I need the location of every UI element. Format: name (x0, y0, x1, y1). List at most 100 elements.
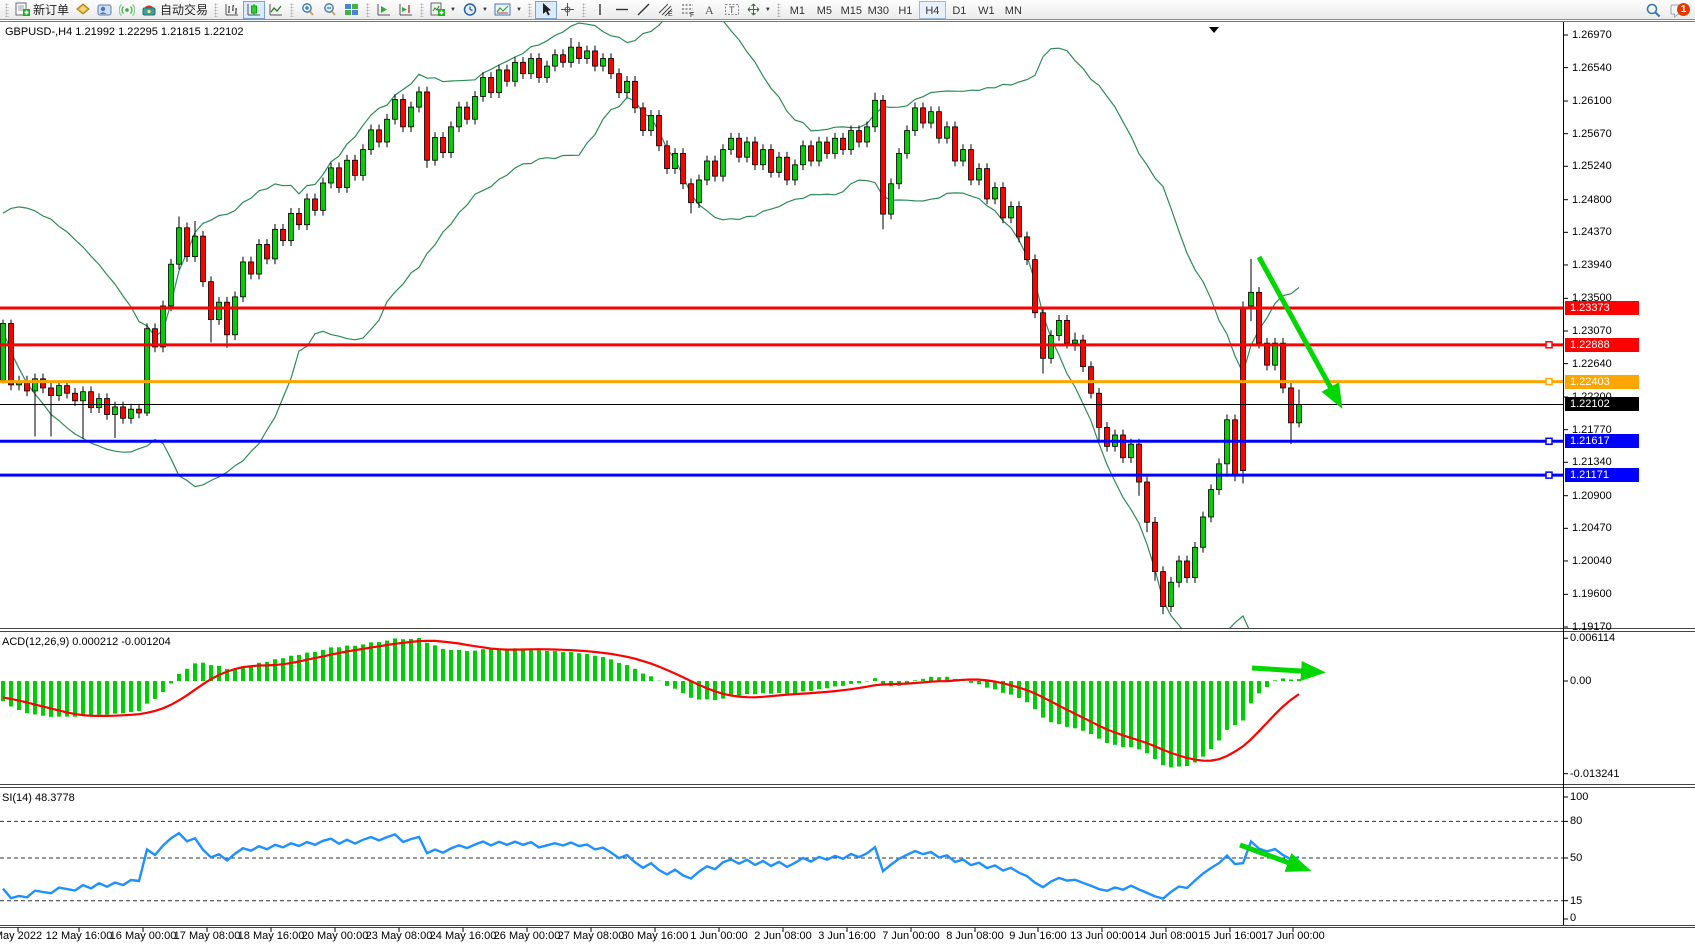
rsi-axis-label: 80 (1570, 815, 1583, 828)
line-chart-icon (268, 2, 284, 17)
toolbar-drag-handle[interactable] (776, 2, 781, 17)
notification-badge: 1 (1677, 2, 1690, 16)
market-watch-button[interactable] (94, 1, 116, 19)
templates-button[interactable]: ▼ (491, 1, 525, 19)
text-button[interactable]: A (699, 1, 721, 19)
notifications-button[interactable]: 1 (1665, 1, 1693, 19)
rsi-line (2, 831, 1300, 900)
price-axis-label: 1.23070 (1572, 324, 1612, 337)
pane-separator-macd[interactable] (0, 628, 1695, 633)
clock-icon (462, 2, 478, 17)
data-window-button[interactable] (72, 1, 94, 19)
dropdown-caret-icon: ▼ (764, 6, 771, 13)
trendline-icon (636, 2, 651, 17)
time-axis-label: 20 May 00:00 (301, 930, 369, 942)
timeframe-button-h4[interactable]: H4 (918, 0, 946, 19)
svg-text:F: F (690, 12, 694, 17)
zoom-out-button[interactable] (319, 1, 341, 19)
timeframe-button-m15[interactable]: M15 (840, 4, 863, 17)
timeframe-button-w1[interactable]: W1 (978, 4, 995, 17)
tile-windows-icon (344, 2, 360, 17)
text-label-button[interactable]: T (721, 1, 743, 19)
rsi-axis-label: 50 (1570, 852, 1583, 864)
hline-anchor[interactable] (1545, 437, 1553, 446)
search-button[interactable] (1642, 1, 1665, 19)
time-axis-label: May 2022 (0, 930, 43, 942)
toolbar-drag-handle[interactable] (290, 2, 295, 17)
time-axis-label: 17 May 08:00 (173, 930, 241, 942)
trend-arrow-object-macd[interactable] (1251, 661, 1326, 681)
horizontal-line-button[interactable] (611, 1, 633, 19)
periods-button[interactable]: ▼ (459, 1, 491, 19)
timeframe-button-mn[interactable]: MN (1004, 4, 1022, 17)
chart-shift-button[interactable] (373, 1, 395, 19)
toolbar-drag-handle[interactable] (420, 2, 425, 17)
cursor-button[interactable] (534, 0, 557, 19)
time-axis-label: 7 Jun 00:00 (882, 930, 940, 942)
timeframe-button-h1[interactable]: H1 (898, 4, 913, 17)
toolbar-group-zoom (287, 0, 363, 20)
price-axis-label: 1.21770 (1572, 423, 1612, 436)
main-price-pane[interactable] (0, 5, 1563, 650)
hline-anchor[interactable] (1545, 377, 1553, 386)
time-axis-label: 23 May 08:00 (365, 930, 433, 942)
price-axis-label: 1.23940 (1572, 258, 1612, 271)
equidistant-channel-button[interactable]: E (655, 1, 677, 19)
timeframe-button-m30[interactable]: M30 (867, 4, 890, 17)
chart-shift-marker[interactable] (1209, 27, 1219, 33)
crosshair-icon (560, 2, 575, 17)
auto-scroll-icon (398, 2, 414, 17)
toolbar-drag-handle[interactable] (5, 2, 9, 17)
trendline-button[interactable] (633, 1, 655, 19)
auto-scroll-button[interactable] (395, 1, 417, 19)
candlestick-icon (246, 2, 262, 17)
rsi-axis-label: 15 (1570, 894, 1583, 907)
toolbar-group-trade: 新订单 自动交易 (2, 0, 211, 20)
arrows-objects-button[interactable]: ▼ (743, 1, 774, 19)
signal-waves-icon (119, 2, 136, 17)
price-axis-label: 1.24800 (1572, 193, 1612, 206)
tile-windows-button[interactable] (341, 1, 363, 19)
toolbar-drag-handle[interactable] (581, 2, 586, 17)
macd-axis-label: 0.006114 (1570, 632, 1616, 645)
signals-button[interactable] (116, 1, 138, 19)
autotrading-button[interactable]: 自动交易 (138, 1, 211, 19)
candlestick-chart-button[interactable] (243, 0, 266, 19)
trend-arrow-object-rsi[interactable] (1239, 842, 1312, 872)
bar-chart-button[interactable] (221, 1, 243, 19)
hline-anchor[interactable] (1545, 341, 1553, 349)
fibonacci-button[interactable]: F (677, 1, 699, 19)
macd-pane[interactable] (1, 638, 1301, 768)
vertical-line-button[interactable] (589, 1, 611, 19)
hline-anchor[interactable] (1545, 471, 1553, 479)
time-axis-label: 1 Jun 00:00 (690, 930, 748, 942)
pane-separator-rsi[interactable] (0, 784, 1695, 789)
line-chart-button[interactable] (265, 1, 287, 19)
toolbar-group-cursor (525, 0, 579, 20)
toolbar-drag-handle[interactable] (527, 2, 532, 17)
text-icon: A (703, 2, 716, 17)
time-axis-label: 16 May 00:00 (109, 930, 177, 942)
price-axis-label: 1.25670 (1572, 127, 1612, 140)
price-axis-label: 1.22640 (1572, 357, 1612, 370)
time-axis-label: 30 May 16:00 (621, 930, 689, 942)
indicators-add-icon (430, 2, 446, 17)
crosshair-button[interactable] (557, 1, 579, 19)
zoom-in-button[interactable] (297, 1, 319, 19)
time-axis-label: 15 Jun 16:00 (1198, 930, 1262, 942)
toolbar-drag-handle[interactable] (214, 2, 219, 17)
price-axis-label: 1.26970 (1572, 29, 1612, 41)
timeframe-button-d1[interactable]: D1 (952, 4, 967, 17)
new-order-button[interactable]: 新订单 (12, 1, 72, 19)
autotrading-label: 自动交易 (160, 3, 209, 17)
price-tag-1.23373: 1.23373 (1565, 301, 1639, 315)
indicators-button[interactable]: ▼ (427, 1, 459, 19)
gold-icon (75, 2, 91, 17)
trend-arrow-object-main[interactable] (1256, 255, 1343, 409)
current-price-tag: 1.22102 (1565, 397, 1639, 412)
timeframe-button-m5[interactable]: M5 (816, 4, 832, 17)
timeframe-button-m1[interactable]: M1 (789, 4, 805, 17)
arrows-object-icon (746, 2, 761, 17)
toolbar-drag-handle[interactable] (366, 2, 371, 17)
